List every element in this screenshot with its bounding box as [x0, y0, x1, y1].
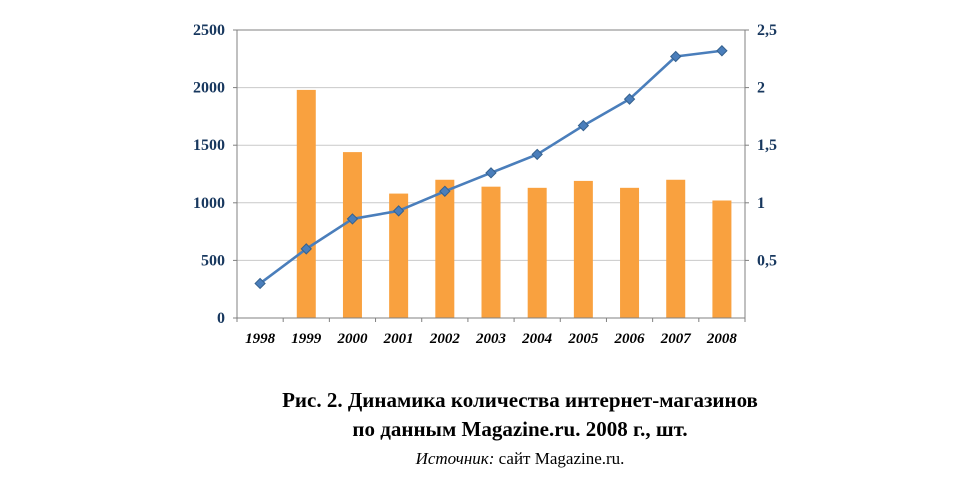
caption-line-1: Рис. 2. Динамика количества интернет-маг… — [282, 388, 758, 412]
svg-text:2004: 2004 — [521, 331, 553, 347]
svg-text:2005: 2005 — [567, 331, 599, 347]
svg-text:2007: 2007 — [660, 331, 692, 347]
svg-text:1999: 1999 — [291, 331, 322, 347]
source-text: сайт Magazine.ru. — [494, 449, 625, 468]
svg-text:2008: 2008 — [706, 331, 738, 347]
source-line: Источник: сайт Magazine.ru. — [160, 449, 880, 469]
bar-line-chart: 0 500 1000 1500 2000 2500 0,5 1 1,5 2 2,5 1998 1999 2… — [193, 22, 777, 347]
svg-text:2003: 2003 — [475, 331, 507, 347]
figure-caption: Рис. 2. Динамика количества интернет-маг… — [160, 386, 880, 469]
svg-text:1500: 1500 — [193, 137, 225, 154]
svg-text:1: 1 — [757, 195, 765, 212]
svg-text:0: 0 — [217, 310, 225, 327]
svg-text:1000: 1000 — [193, 195, 225, 212]
svg-text:500: 500 — [201, 252, 225, 269]
caption-line-2: по данным Magazine.ru. 2008 г., шт. — [352, 417, 688, 441]
source-label: Источник: — [415, 449, 495, 468]
svg-text:2,5: 2,5 — [757, 22, 777, 39]
svg-text:2: 2 — [757, 80, 765, 97]
svg-text:2001: 2001 — [383, 331, 414, 347]
svg-text:2000: 2000 — [193, 80, 225, 97]
svg-text:0,5: 0,5 — [757, 252, 777, 269]
svg-text:2002: 2002 — [429, 331, 461, 347]
svg-text:1,5: 1,5 — [757, 137, 777, 154]
svg-text:1998: 1998 — [245, 331, 276, 347]
svg-text:2006: 2006 — [614, 331, 646, 347]
svg-text:2000: 2000 — [336, 331, 368, 347]
svg-text:2500: 2500 — [193, 22, 225, 39]
chart-area: 0 500 1000 1500 2000 2500 0,5 1 1,5 2 2,5 1998 1999 2… — [193, 22, 777, 347]
